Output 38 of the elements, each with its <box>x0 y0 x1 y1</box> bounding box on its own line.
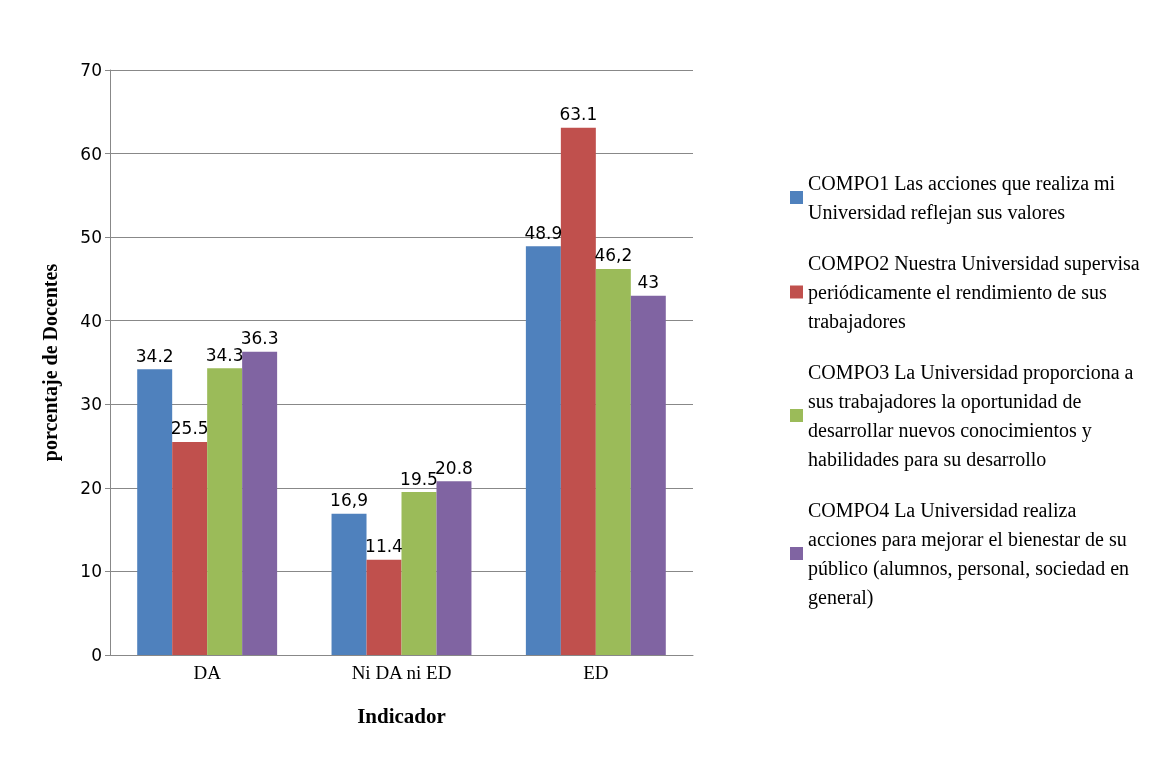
y-tick-label: 10 <box>80 561 102 582</box>
y-tick-label: 0 <box>91 645 102 665</box>
data-label: 11.4 <box>365 536 403 557</box>
legend-label: COMPO4 La Universidad realiza acciones para mejorar el bienestar de su público (alumnos, personal, sociedad en general) <box>808 499 1135 609</box>
data-label: 19.5 <box>400 468 438 489</box>
legend-label: COMPO2 Nuestra Universidad supervisa periódicamente el rendimiento de sus trabajadores <box>808 252 1145 333</box>
data-label: 20.8 <box>435 457 473 478</box>
bar <box>331 513 367 655</box>
bar <box>525 246 561 655</box>
data-label: 25.5 <box>170 418 209 439</box>
bar <box>242 351 278 655</box>
y-tick-label: 20 <box>80 477 102 498</box>
x-tick-label: Ni DA ni ED <box>351 662 452 683</box>
bar <box>595 268 631 655</box>
x-tick-label: DA <box>193 662 222 683</box>
legend-label: COMPO3 La Universidad proporciona a sus trabajadores la oportunidad de desarrollar nuevos conocimientos y habilidades para su desarrollo <box>808 361 1139 471</box>
y-axis-title: porcentaje de Docentes <box>39 263 62 462</box>
bar <box>560 127 596 655</box>
bar <box>137 369 173 655</box>
data-label: 16,9 <box>330 490 368 511</box>
bar <box>172 441 208 655</box>
x-axis-title: Indicador <box>357 703 446 728</box>
x-tick-label: ED <box>583 662 609 683</box>
bar <box>401 492 437 655</box>
y-tick-label: 70 <box>80 60 102 80</box>
legend-label: COMPO1 Las acciones que realiza mi Universidad reflejan sus valores <box>808 172 1121 224</box>
y-tick-label: 50 <box>80 227 102 248</box>
y-tick-label: 60 <box>80 143 102 164</box>
y-tick-label: 30 <box>80 394 102 415</box>
data-label: 48.9 <box>524 222 563 243</box>
data-label: 63.1 <box>559 104 598 125</box>
data-label: 43 <box>637 272 660 293</box>
bar <box>436 481 472 655</box>
y-tick-label: 40 <box>80 310 102 331</box>
bar <box>207 368 243 655</box>
data-label: 34.2 <box>135 345 174 366</box>
bar <box>366 559 402 655</box>
bar <box>630 295 666 655</box>
